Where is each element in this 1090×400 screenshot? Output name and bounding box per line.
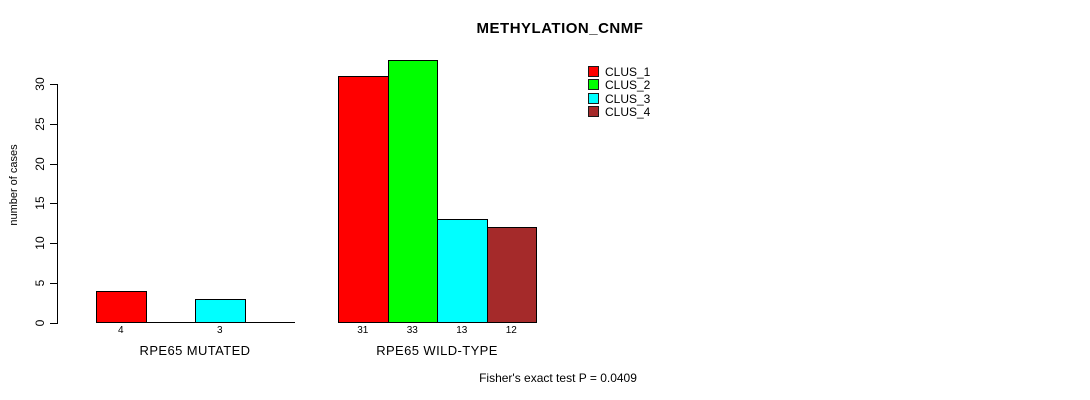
y-axis-tick (50, 283, 57, 285)
bar-value-label: 33 (406, 325, 418, 336)
legend-label: CLUS_3 (605, 91, 651, 106)
legend-label: CLUS_1 (605, 65, 651, 79)
y-axis-tick (50, 203, 57, 205)
bar-clus_4-group2 (486, 227, 537, 323)
y-axis-tick (50, 323, 57, 324)
legend-label: CLUS_4 (605, 105, 651, 120)
bar-value-label: 3 (216, 325, 223, 336)
legend-swatch-clus_2 (588, 79, 599, 91)
zero-height-bar (145, 322, 196, 323)
bar-clus_2-group2 (387, 60, 438, 323)
category-label: RPE65 MUTATED (139, 343, 251, 358)
bar-clus_3-group1 (195, 299, 246, 323)
legend-swatch-clus_1 (588, 66, 599, 77)
bar-clus_3-group2 (437, 219, 488, 323)
y-axis-line (57, 83, 58, 324)
fisher-test-annotation: Fisher's exact test P = 0.0409 (479, 371, 637, 385)
bar-value-label: 12 (505, 325, 517, 336)
category-label: RPE65 WILD-TYPE (376, 343, 498, 358)
y-axis-tick (50, 83, 57, 85)
y-axis-tick (50, 243, 57, 245)
bar-clus_1-group1 (96, 291, 147, 323)
chart-title: METHYLATION_CNMF (476, 20, 644, 37)
y-axis-tick (50, 123, 57, 125)
y-axis-tick (50, 163, 57, 165)
bar-value-label: 31 (357, 325, 369, 336)
bar-value-label: 13 (456, 325, 468, 336)
zero-height-bar (244, 322, 295, 323)
legend-swatch-clus_3 (588, 92, 599, 104)
legend-label: CLUS_2 (605, 78, 651, 93)
legend-swatch-clus_4 (588, 106, 599, 118)
bar-value-label: 4 (117, 325, 124, 336)
